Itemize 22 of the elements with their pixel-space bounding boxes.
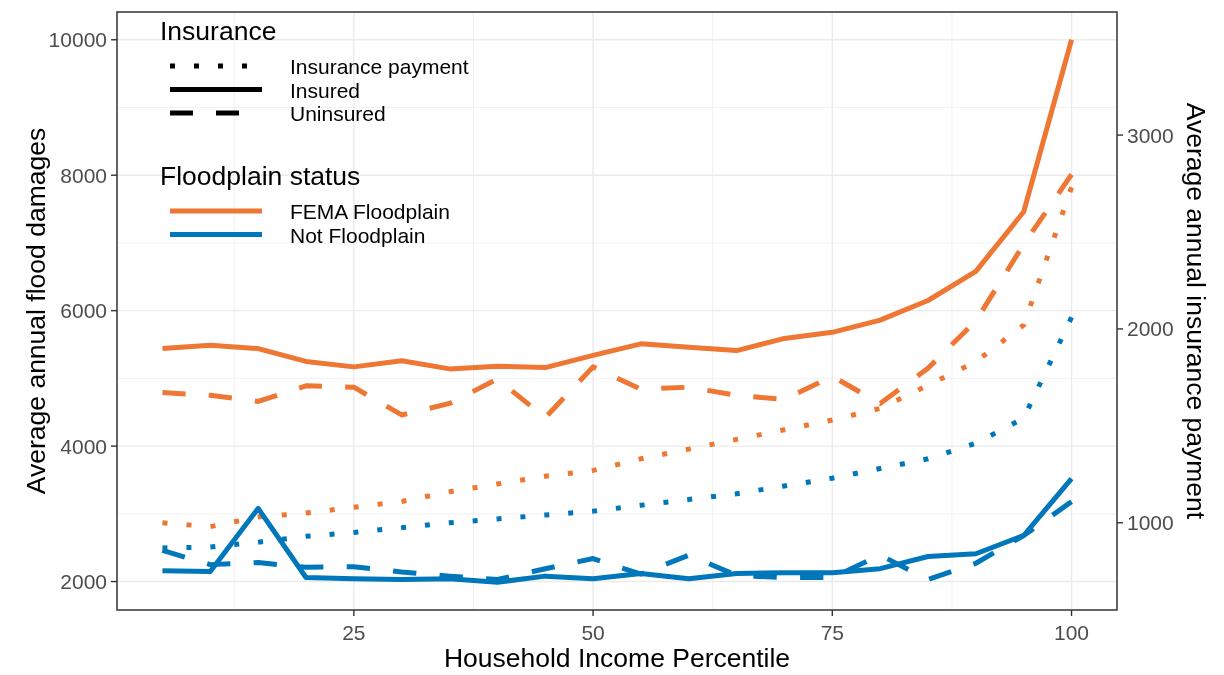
annotation: Insurance payment (290, 54, 469, 78)
y2-tick-label: 3000 (1127, 123, 1174, 147)
legend-label: Not Floodplain (290, 223, 426, 246)
y2-axis-title: Average annual insurance payment (1181, 102, 1211, 520)
annotation: Uninsured (290, 101, 386, 125)
y2-tick-label: 1000 (1127, 511, 1174, 535)
x-tick-label: 100 (1054, 621, 1090, 644)
x-tick-label: 50 (581, 621, 605, 644)
legend-title: Floodplain status (160, 161, 361, 191)
y-tick-label: 10000 (48, 28, 107, 52)
x-tick-label: 25 (342, 621, 366, 644)
x-tick-label: 75 (820, 621, 844, 644)
annotation: Insured (290, 78, 361, 101)
y-tick-label: 4000 (60, 434, 107, 458)
annotation: Insurance (160, 16, 277, 46)
y-axis-title: Average annual flood damages (21, 127, 51, 495)
y2-tick-label: 2000 (1127, 317, 1174, 341)
x-axis-title: Household Income Percentile (443, 643, 791, 673)
y-tick-label: 8000 (60, 163, 107, 187)
y-tick-label: 2000 (60, 570, 107, 594)
y-tick-label: 6000 (60, 299, 107, 323)
legend-label: FEMA Floodplain (290, 199, 450, 223)
